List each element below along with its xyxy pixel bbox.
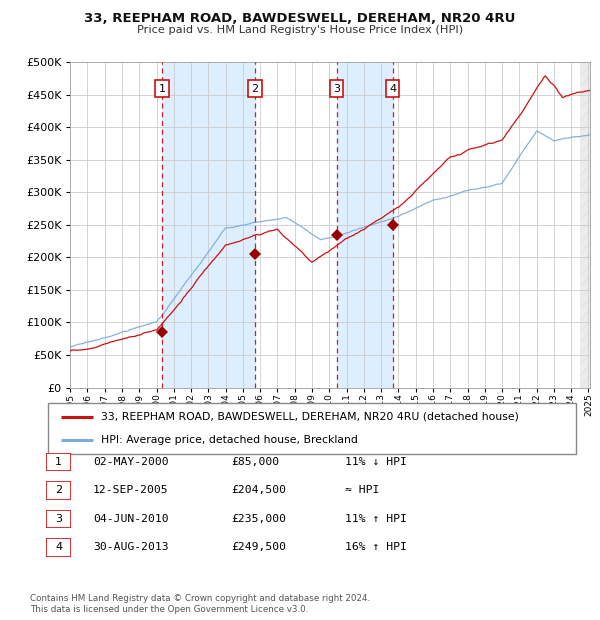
Text: Price paid vs. HM Land Registry's House Price Index (HPI): Price paid vs. HM Land Registry's House …	[137, 25, 463, 35]
Text: 16% ↑ HPI: 16% ↑ HPI	[345, 542, 407, 552]
Text: 2: 2	[55, 485, 62, 495]
Text: £249,500: £249,500	[231, 542, 286, 552]
Text: 3: 3	[55, 514, 62, 524]
Bar	[162, 62, 255, 388]
Bar	[337, 62, 392, 388]
Text: £204,500: £204,500	[231, 485, 286, 495]
Text: Contains HM Land Registry data © Crown copyright and database right 2024.: Contains HM Land Registry data © Crown c…	[30, 593, 370, 603]
Text: 11% ↑ HPI: 11% ↑ HPI	[345, 514, 407, 524]
Text: 02-MAY-2000: 02-MAY-2000	[93, 457, 169, 467]
FancyBboxPatch shape	[46, 453, 71, 471]
Text: 04-JUN-2010: 04-JUN-2010	[93, 514, 169, 524]
FancyBboxPatch shape	[46, 510, 71, 528]
Text: This data is licensed under the Open Government Licence v3.0.: This data is licensed under the Open Gov…	[30, 604, 308, 614]
Text: 4: 4	[389, 84, 396, 94]
Text: 1: 1	[159, 84, 166, 94]
Text: HPI: Average price, detached house, Breckland: HPI: Average price, detached house, Brec…	[101, 435, 358, 445]
Text: £85,000: £85,000	[231, 457, 279, 467]
Text: 4: 4	[55, 542, 62, 552]
Text: ≈ HPI: ≈ HPI	[345, 485, 379, 495]
Text: £235,000: £235,000	[231, 514, 286, 524]
Text: 1: 1	[55, 457, 62, 467]
Text: 33, REEPHAM ROAD, BAWDESWELL, DEREHAM, NR20 4RU: 33, REEPHAM ROAD, BAWDESWELL, DEREHAM, N…	[85, 12, 515, 25]
Text: 30-AUG-2013: 30-AUG-2013	[93, 542, 169, 552]
FancyBboxPatch shape	[46, 538, 71, 557]
Bar	[580, 62, 598, 388]
FancyBboxPatch shape	[48, 403, 576, 454]
FancyBboxPatch shape	[46, 481, 71, 500]
Text: 12-SEP-2005: 12-SEP-2005	[93, 485, 169, 495]
Text: 3: 3	[333, 84, 340, 94]
Text: 11% ↓ HPI: 11% ↓ HPI	[345, 457, 407, 467]
Text: 2: 2	[251, 84, 259, 94]
Text: 33, REEPHAM ROAD, BAWDESWELL, DEREHAM, NR20 4RU (detached house): 33, REEPHAM ROAD, BAWDESWELL, DEREHAM, N…	[101, 412, 518, 422]
